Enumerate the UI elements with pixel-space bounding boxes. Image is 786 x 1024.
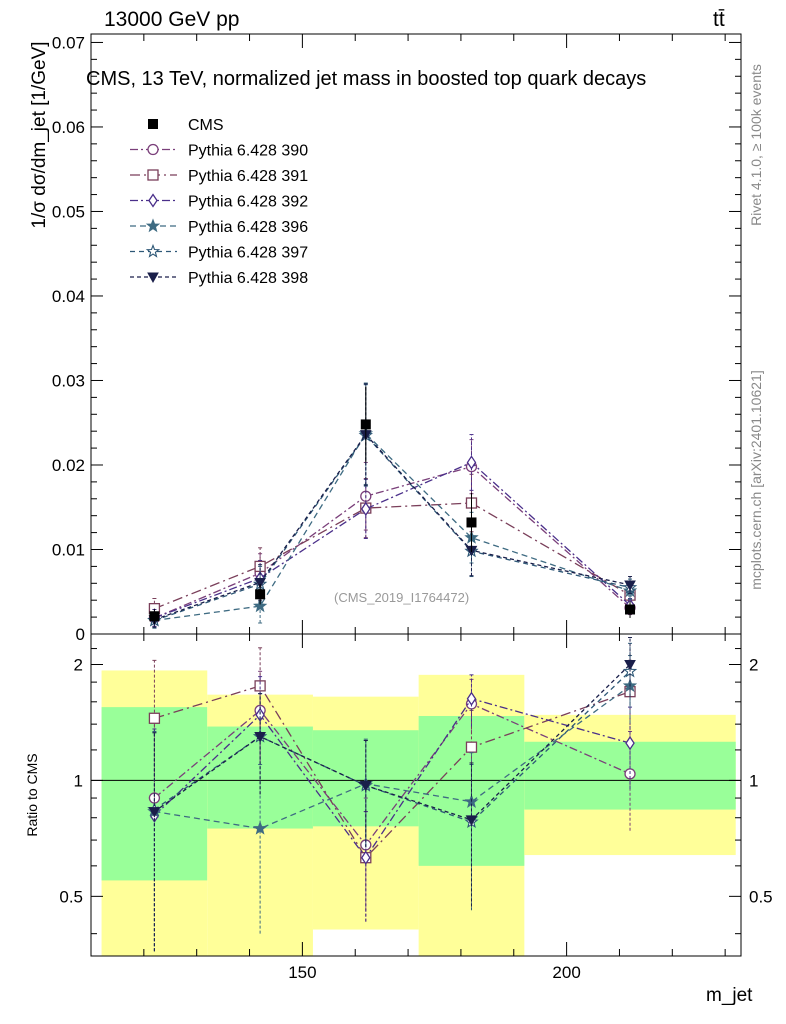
- series-layer: [147, 382, 638, 952]
- ratio-point: [465, 741, 478, 753]
- data-point: [255, 589, 266, 600]
- legend-item: Pythia 6.428 390: [130, 143, 308, 160]
- ratio-point: [465, 815, 478, 826]
- chart-title: CMS, 13 TeV, normalized jet mass in boos…: [86, 68, 647, 90]
- data-point: [625, 604, 636, 615]
- legend-item: Pythia 6.428 396: [130, 218, 308, 236]
- analysis-tag: (CMS_2019_I1764472): [334, 590, 470, 605]
- y-tick-label: 0.04: [52, 287, 85, 306]
- ratio-point: [252, 820, 268, 835]
- ratio-tick-label: 1: [74, 771, 83, 790]
- legend-item: Pythia 6.428 391: [130, 168, 308, 185]
- ratio-point: [361, 850, 371, 865]
- data-point: [149, 611, 160, 622]
- mcplots-label: mcplots.cern.ch [arXiv:2401.10621]: [748, 370, 764, 590]
- legend-label: Pythia 6.428 390: [188, 143, 308, 160]
- ratio-tick-label-right: 0.5: [749, 887, 773, 906]
- y-tick-label: 0.03: [52, 371, 85, 390]
- x-axis-label: m_jet: [706, 985, 753, 1006]
- legend-marker: [147, 272, 159, 284]
- x-tick-label: 200: [552, 963, 580, 982]
- ratio-tick-label: 2: [74, 655, 83, 674]
- ratio-point: [254, 680, 266, 692]
- legend-label: Pythia 6.428 396: [188, 219, 308, 236]
- series-line: [154, 433, 631, 621]
- y-tick-label: 0.05: [52, 202, 85, 221]
- ratio-point: [466, 691, 477, 706]
- series-line: [154, 434, 631, 622]
- y-tick-label: 0.02: [52, 456, 85, 475]
- legend-marker: [145, 243, 161, 258]
- data-point: [361, 501, 371, 517]
- legend-item: Pythia 6.428 392: [130, 193, 308, 211]
- legend-item: Pythia 6.428 398: [130, 270, 308, 287]
- ratio-series-line: [154, 685, 631, 859]
- data-point: [624, 580, 636, 592]
- ratio-y-axis-label: Ratio to CMS: [24, 753, 40, 837]
- axis-ticks: 0 0.01 0.02 0.03 0.04 0.05 0.06 0.07 150 200 0.5 0.…: [52, 33, 773, 982]
- x-tick-label: 150: [288, 963, 316, 982]
- ratio-point: [625, 735, 635, 751]
- legend-item: Pythia 6.428 397: [130, 243, 308, 262]
- legend-marker: [148, 193, 158, 208]
- legend-marker: [148, 119, 158, 129]
- legend-item: CMS: [148, 117, 224, 134]
- data-point: [252, 598, 268, 613]
- series-line: [154, 461, 631, 619]
- ratio-plot-frame: [90, 633, 742, 957]
- legend-label: Pythia 6.428 391: [188, 168, 308, 185]
- legend-marker: [145, 218, 161, 233]
- legend-label: Pythia 6.428 398: [188, 270, 308, 287]
- y-tick-label: 0.07: [52, 33, 85, 52]
- y-tick-label: 0: [76, 625, 85, 644]
- ratio-tick-label-right: 2: [749, 655, 758, 674]
- legend-label: Pythia 6.428 392: [188, 194, 308, 211]
- ratio-tick-label-right: 1: [749, 771, 758, 790]
- data-point: [254, 577, 266, 589]
- y-tick-label: 0.06: [52, 118, 85, 137]
- ratio-point: [148, 712, 161, 724]
- ratio-point: [255, 707, 265, 723]
- ratio-point: [624, 659, 636, 671]
- ratio-bands: [101, 670, 736, 956]
- data-point: [360, 419, 371, 430]
- ratio-point: [254, 732, 266, 743]
- rivet-label: Rivet 4.1.0, ≥ 100k events: [748, 64, 764, 226]
- ratio-point: [359, 781, 372, 792]
- process-label: tt̄: [713, 8, 725, 31]
- ratio-point: [148, 807, 161, 818]
- legend-marker: [147, 169, 159, 181]
- plot-frames: [90, 33, 742, 957]
- data-point: [466, 517, 477, 528]
- data-point: [466, 455, 477, 470]
- legend-label: CMS: [188, 117, 224, 134]
- series-line: [154, 432, 631, 622]
- legend-label: Pythia 6.428 397: [188, 245, 308, 262]
- energy-label: 13000 GeV pp: [104, 8, 240, 31]
- series-cms-data: [149, 386, 636, 624]
- legend-marker: [147, 143, 159, 156]
- y-axis-label: 1/σ dσ/dm_jet [1/GeV]: [29, 41, 50, 229]
- ratio-tick-label: 0.5: [59, 887, 83, 906]
- legend: CMS Pythia 6.428 390 Pythia 6.428 391 Pythi…: [130, 117, 308, 287]
- y-tick-label: 0.01: [52, 540, 85, 559]
